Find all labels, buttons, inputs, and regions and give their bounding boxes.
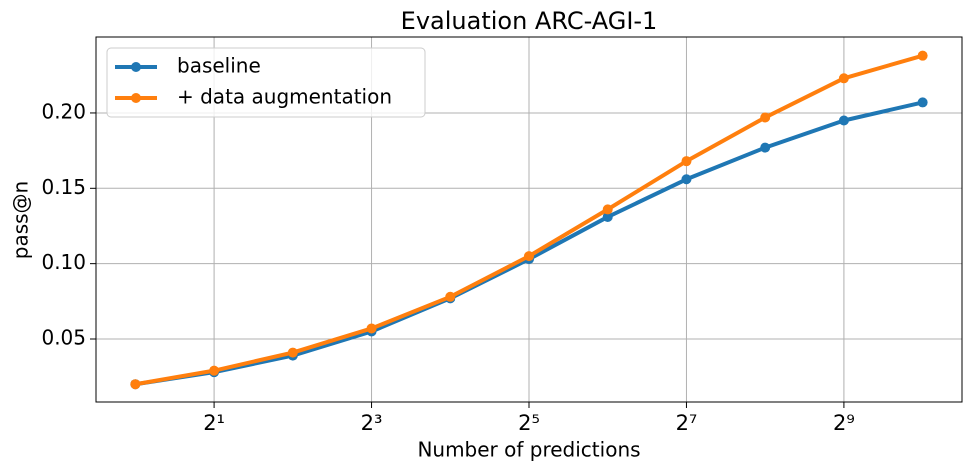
y-axis-label: pass@n [9, 181, 33, 259]
legend-label: + data augmentation [177, 85, 392, 109]
point [838, 115, 849, 126]
plot-frame [95, 36, 963, 403]
legend-marker [131, 93, 141, 103]
point [681, 174, 692, 185]
chart-title: Evaluation ARC-AGI-1 [401, 7, 658, 35]
point [917, 50, 928, 61]
y-tick-label: 0.15 [41, 175, 86, 199]
point [445, 291, 456, 302]
x-tick-label: 2¹ [203, 411, 225, 435]
legend-box [106, 47, 426, 118]
point [602, 204, 613, 215]
legend-marker [131, 62, 141, 72]
point [681, 156, 692, 167]
point [524, 251, 535, 262]
point [760, 112, 771, 123]
x-tick-label: 2⁹ [833, 411, 855, 435]
x-axis-label: Number of predictions [417, 438, 640, 462]
point [917, 97, 928, 108]
point [130, 379, 141, 390]
x-tick-label: 2³ [361, 411, 383, 435]
y-tick-label: 0.10 [41, 250, 86, 274]
y-tick-label: 0.05 [41, 326, 86, 350]
point [287, 347, 298, 358]
y-tick-label: 0.20 [41, 99, 86, 123]
point [760, 142, 771, 153]
x-tick-label: 2⁷ [676, 411, 698, 435]
point [366, 323, 377, 334]
point [602, 211, 613, 222]
legend-label: baseline [177, 54, 261, 78]
point [838, 73, 849, 84]
point [209, 365, 220, 376]
x-tick-label: 2⁵ [518, 411, 540, 435]
